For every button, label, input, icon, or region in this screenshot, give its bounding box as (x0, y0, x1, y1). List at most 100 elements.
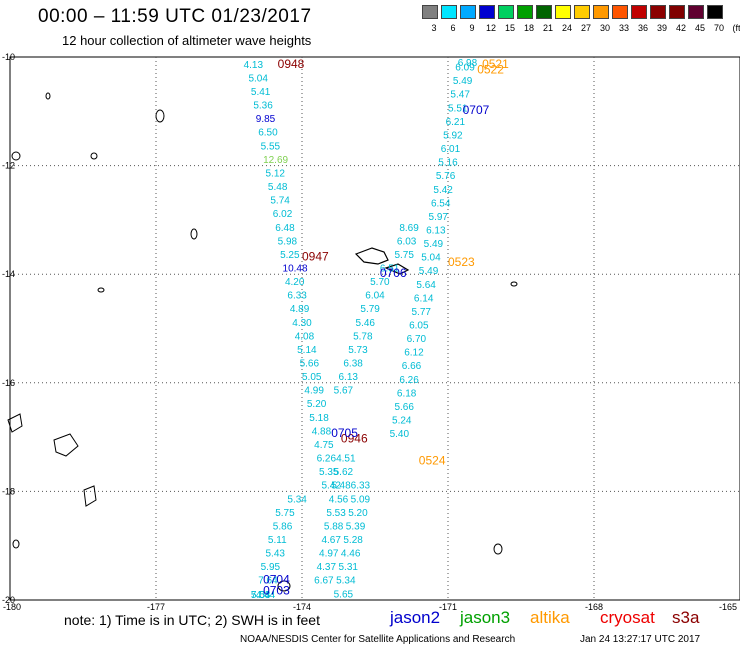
swh-value: 6.01 (441, 144, 461, 155)
legend-label: 15 (504, 23, 515, 33)
swh-value: 5.65 (334, 589, 354, 600)
pass-time-label: 0707 (463, 103, 490, 117)
swh-value: 10.48 (283, 263, 308, 274)
swh-value: 5.40 (390, 429, 410, 440)
legend-swatch (422, 5, 438, 19)
swh-value: 6.54 (431, 198, 451, 209)
pass-time-label: 0947 (302, 250, 329, 264)
swh-value: 5.12 (266, 168, 286, 179)
swh-value: 5.20 (307, 399, 327, 410)
pass-time-label: 0704 (263, 573, 290, 587)
satellite-name-altika: altika (530, 608, 570, 627)
y-tick-label: -12 (2, 161, 15, 171)
swh-value: 5.34 (336, 576, 356, 587)
satellite-name-jason2: jason2 (390, 608, 441, 627)
swh-value: 6.98 (458, 58, 478, 69)
swh-value: 5.78 (353, 331, 373, 342)
swh-value: 4.20 (285, 277, 305, 288)
legend-label: 9 (469, 23, 475, 33)
swh-value: 6.05 (409, 321, 429, 332)
island-small-7 (510, 281, 518, 287)
pass-time-label: 0948 (278, 57, 305, 71)
swh-value: 6.21 (446, 117, 466, 128)
swh-value: 9.85 (256, 114, 276, 125)
swh-value: 4.13 (244, 60, 264, 71)
swh-value: 5.35 (319, 467, 339, 478)
island-small-3 (493, 543, 503, 555)
legend-swatch (498, 5, 514, 19)
swh-value: 6.04 (365, 291, 385, 302)
swh-value: 5.70 (370, 277, 390, 288)
swh-value: 6.12 (404, 348, 424, 359)
swh-value: 5.03 (251, 590, 271, 601)
island-small-9 (277, 580, 291, 592)
pass-time-label: 0703 (263, 584, 290, 598)
x-tick-label: -174 (293, 602, 311, 612)
swh-value: 6.38 (343, 359, 363, 370)
pass-time-label: 0523 (448, 255, 475, 269)
map-frame (9, 56, 740, 601)
x-tick-label: -165 (719, 602, 737, 612)
satellite-name-s3a: s3a (672, 608, 700, 627)
timestamp-text: Jan 24 13:27:17 UTC 2017 (580, 634, 701, 645)
swh-value: 5.18 (309, 413, 329, 424)
swh-value: 5.24 (392, 416, 412, 427)
swh-value: 5.41 (251, 87, 271, 98)
swh-value: 4.89 (290, 304, 310, 315)
swh-value: 5.31 (339, 562, 359, 573)
swh-value: 8.69 (399, 223, 419, 234)
swh-value: 5.49 (424, 239, 444, 250)
swh-value: 4.88 (312, 426, 332, 437)
satellite-name-cryosat: cryosat (600, 608, 655, 627)
swh-value: 6.67 (314, 576, 334, 587)
legend-label: 36 (637, 23, 648, 33)
swh-value: 6.70 (407, 334, 427, 345)
island-samoa (354, 247, 389, 265)
swh-value: 5.97 (429, 212, 449, 223)
swh-value: 5.16 (438, 158, 458, 169)
map-subtitle: 12 hour collection of altimeter wave hei… (62, 33, 312, 48)
legend-label: 45 (694, 23, 705, 33)
swh-value: 5.74 (270, 196, 290, 207)
legend-label: 21 (542, 23, 553, 33)
pass-time-label: 0524 (419, 453, 446, 467)
legend-label: 42 (675, 23, 686, 33)
island-small-10 (45, 92, 51, 100)
y-tick-label: -18 (2, 486, 15, 496)
swh-value: 5.76 (436, 171, 456, 182)
swh-value: 5.04 (421, 253, 441, 264)
legend-swatch (574, 5, 590, 19)
map-grid (10, 57, 740, 600)
legend-label: 30 (599, 23, 610, 33)
swh-value: 5.51 (448, 103, 468, 114)
swh-value: 6.26 (317, 454, 337, 465)
legend-label: 6 (450, 23, 456, 33)
swh-value: 4.30 (292, 318, 312, 329)
swh-value: 7.64 (258, 576, 278, 587)
legend-label: 24 (561, 23, 572, 33)
swh-value: 5.05 (302, 372, 322, 383)
legend-swatch (479, 5, 495, 19)
swh-value: 5.88 (324, 521, 344, 532)
satellite-name-jason3: jason3 (460, 608, 511, 627)
island-small-8 (12, 539, 20, 549)
legend-swatch (688, 5, 704, 19)
legend-swatch (555, 5, 571, 19)
swh-value: 4.08 (295, 331, 315, 342)
legend-label: 70 (713, 23, 724, 33)
swh-value: 5.79 (360, 304, 380, 315)
x-tick-label: -171 (439, 602, 457, 612)
legend-swatch (536, 5, 552, 19)
legend-label: (ft) (732, 23, 740, 33)
legend-label: 12 (485, 23, 496, 33)
legend-label: 33 (618, 23, 629, 33)
x-tick-label: -180 (3, 602, 21, 612)
swh-value: 5.25 (280, 250, 300, 261)
swh-value: 5.09 (351, 494, 371, 505)
island-west-3 (83, 485, 97, 507)
legend-swatch (593, 5, 609, 19)
swh-value: 4.56 (329, 494, 349, 505)
swh-value: 5.04 (248, 73, 268, 84)
y-tick-label: -10 (2, 52, 15, 62)
island-small-5 (11, 151, 21, 161)
